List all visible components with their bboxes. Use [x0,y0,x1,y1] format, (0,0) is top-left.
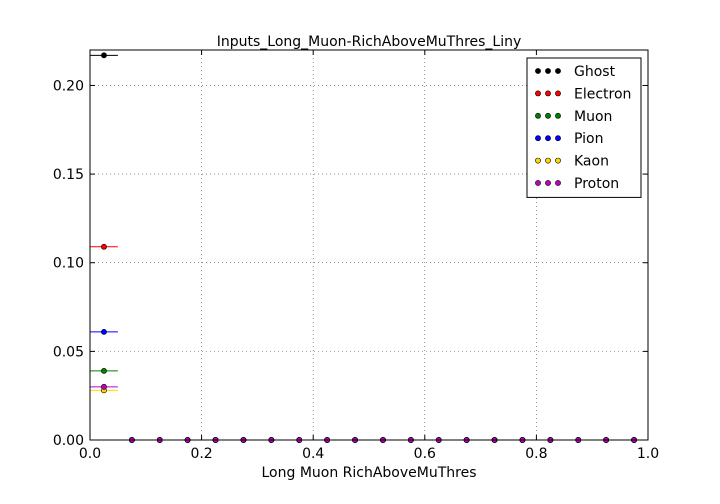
y-tick-label: 0.20 [53,78,84,94]
y-tick-label: 0.15 [53,167,84,183]
legend-marker-kaon [535,157,541,164]
x-tick-label: 0.2 [190,446,212,462]
axis-ticks: 0.0 0.2 0.4 0.6 0.8 1.0 0.00 0.05 0.10 0.15 0.20 [53,50,659,462]
y-tick-label: 0.10 [53,256,84,272]
legend-marker-muon [555,112,561,119]
x-tick-label: 0.8 [525,446,547,462]
legend-label-pion: Pion [574,131,603,147]
legend: Ghost Electron Muon Pion Kaon Proton [526,57,642,198]
legend-marker-kaon [545,157,551,164]
series-electron-point [101,243,107,250]
legend-marker-kaon [555,157,561,164]
legend-marker-muon [545,112,551,119]
legend-marker-ghost [535,68,541,74]
legend-box [526,57,642,198]
legend-marker-pion [535,135,541,142]
x-tick-label: 0.6 [414,446,436,462]
legend-marker-proton [535,180,541,186]
legend-marker-ghost [545,68,551,74]
series-muon-point [101,367,107,374]
legend-label-kaon: Kaon [574,154,609,170]
chart-title: Inputs_Long_Muon-RichAboveMuThres_Liny [217,34,522,50]
legend-marker-pion [545,135,551,142]
legend-marker-electron [535,90,541,97]
y-tick-label: 0.05 [53,344,84,360]
legend-marker-proton [555,180,561,186]
legend-marker-ghost [555,68,561,74]
x-axis-label: Long Muon RichAboveMuThres [261,465,476,481]
legend-label-electron: Electron [574,86,631,102]
legend-label-proton: Proton [574,176,619,192]
legend-marker-pion [555,135,561,142]
legend-marker-electron [555,90,561,97]
legend-marker-muon [535,112,541,119]
x-tick-label: 1.0 [637,446,659,462]
y-tick-label: 0.00 [53,433,84,449]
x-tick-label: 0.0 [79,446,101,462]
series-pion-point [101,328,107,335]
legend-label-muon: Muon [574,109,612,125]
x-tick-label: 0.4 [302,446,324,462]
series-ghost-point [101,52,107,59]
legend-marker-electron [545,90,551,97]
plot-frame [89,49,649,441]
legend-label-ghost: Ghost [574,64,616,80]
legend-marker-proton [545,180,551,186]
series-proton-point [101,383,107,390]
